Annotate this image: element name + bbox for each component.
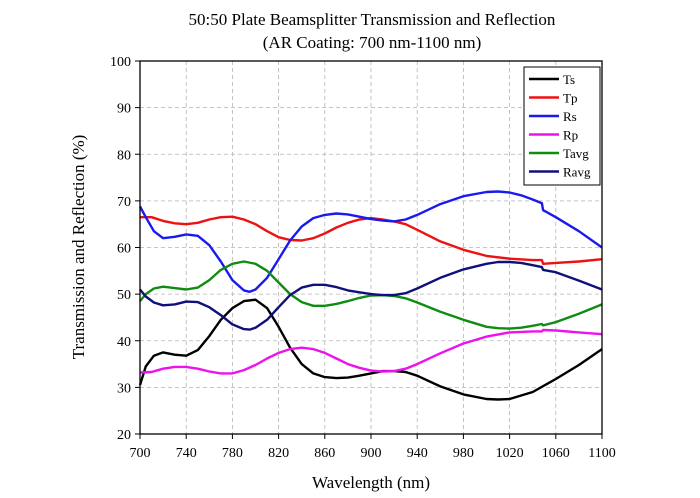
- x-tick-label: 940: [407, 446, 428, 461]
- y-tick-label: 40: [117, 335, 131, 350]
- y-tick-label: 30: [117, 381, 131, 396]
- series-line-tavg: [139, 260, 603, 330]
- x-tick-label: 700: [130, 446, 151, 461]
- series-line-rs: [138, 190, 603, 293]
- x-tick-label: 900: [361, 446, 382, 461]
- x-tick-label: 780: [222, 446, 243, 461]
- x-tick-label: 740: [176, 446, 197, 461]
- x-axis-label: Wavelength (nm): [312, 473, 430, 492]
- series-line-tp: [140, 215, 603, 265]
- series-line-ts: [138, 298, 603, 401]
- x-tick-label: 1100: [588, 446, 615, 461]
- chart-subtitle: (AR Coating: 700 nm-1100 nm): [263, 33, 481, 52]
- x-tick-label: 1060: [542, 446, 570, 461]
- series-lines: [138, 190, 603, 401]
- y-axis-label: Transmission and Reflection (%): [69, 135, 88, 360]
- legend-label-rs: Rs: [563, 109, 577, 124]
- series-line-ravg: [139, 260, 603, 331]
- y-tick-label: 100: [110, 55, 131, 70]
- x-tick-label: 860: [314, 446, 335, 461]
- y-tick-label: 80: [117, 148, 131, 163]
- y-tick-label: 50: [117, 288, 131, 303]
- y-tick-label: 70: [117, 195, 131, 210]
- chart-title: 50:50 Plate Beamsplitter Transmission an…: [189, 10, 556, 29]
- y-tick-label: 20: [117, 428, 131, 443]
- legend-label-ravg: Ravg: [563, 165, 591, 180]
- series-line-rp: [139, 328, 603, 375]
- legend-label-ts: Ts: [563, 72, 575, 87]
- x-tick-label: 820: [268, 446, 289, 461]
- x-tick-label: 980: [453, 446, 474, 461]
- legend-label-tavg: Tavg: [563, 146, 589, 161]
- axis-ticks: 700 740 780 820 860 900 940 980 1020 1060 1100 20 30…: [110, 55, 616, 461]
- x-tick-label: 1020: [496, 446, 524, 461]
- y-tick-label: 90: [117, 102, 131, 117]
- legend-label-tp: Tp: [563, 91, 577, 106]
- legend-box: [523, 66, 601, 186]
- legend-label-rp: Rp: [563, 128, 578, 143]
- legend: Ts Tp Rs Rp Tavg Ravg: [523, 66, 601, 186]
- y-tick-label: 60: [117, 242, 131, 257]
